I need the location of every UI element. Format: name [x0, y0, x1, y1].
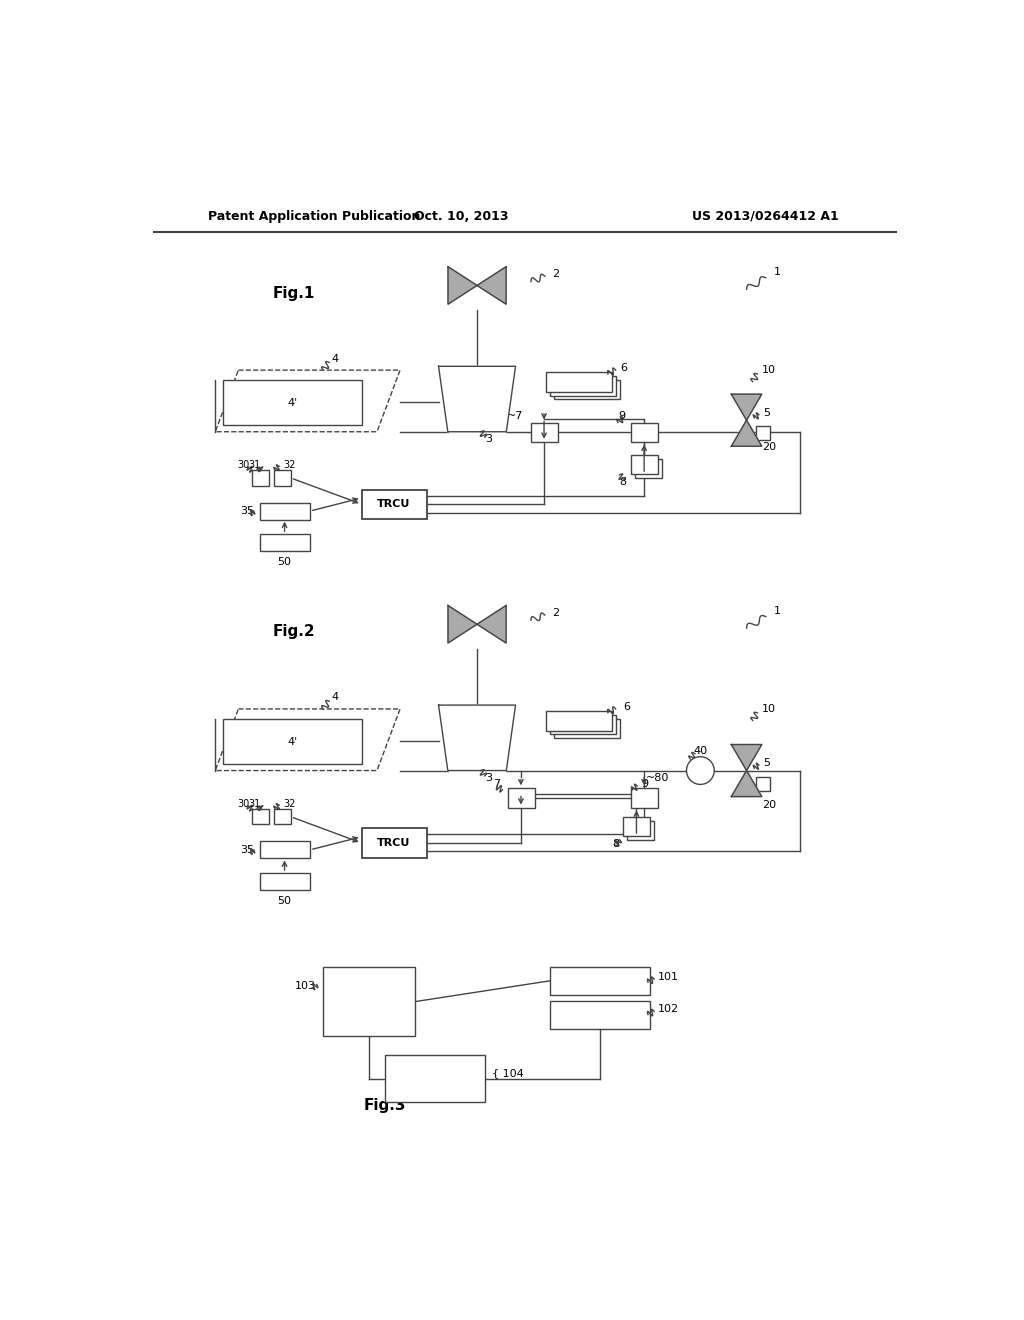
Text: 32: 32	[283, 799, 295, 809]
Bar	[631, 422, 658, 442]
Bar	[624, 817, 650, 836]
Polygon shape	[438, 705, 515, 771]
Text: 7: 7	[493, 779, 500, 789]
Text: TRCU: TRCU	[377, 499, 411, 510]
Text: 31: 31	[249, 799, 261, 809]
Polygon shape	[731, 420, 762, 446]
Polygon shape	[438, 367, 515, 432]
Bar	[550, 966, 650, 995]
Bar	[531, 422, 558, 442]
Bar	[635, 459, 662, 478]
Text: 2: 2	[553, 607, 560, 618]
Text: 3: 3	[485, 434, 493, 445]
Text: 5: 5	[764, 408, 770, 417]
Bar	[223, 380, 361, 425]
Text: 1: 1	[774, 268, 781, 277]
Bar	[554, 719, 620, 738]
Text: 6: 6	[624, 702, 631, 711]
Text: 5: 5	[764, 758, 770, 768]
Bar	[631, 455, 658, 474]
Text: Fig.3: Fig.3	[364, 1098, 406, 1113]
Polygon shape	[477, 267, 506, 304]
Bar	[223, 719, 361, 763]
Polygon shape	[731, 395, 762, 420]
Polygon shape	[449, 606, 477, 643]
Text: 35: 35	[240, 506, 254, 516]
Text: TRCU: TRCU	[377, 838, 411, 847]
Text: 10: 10	[762, 366, 776, 375]
Bar	[547, 372, 611, 392]
Text: 2: 2	[553, 269, 560, 279]
Text: 103: 103	[294, 981, 315, 991]
Bar	[756, 776, 770, 791]
Bar	[361, 829, 427, 858]
Circle shape	[686, 756, 714, 784]
Text: 50: 50	[278, 896, 292, 906]
Text: 1: 1	[774, 606, 781, 616]
Text: 40: 40	[693, 746, 708, 756]
Text: 4': 4'	[287, 399, 297, 408]
Text: 30: 30	[238, 459, 250, 470]
Bar	[385, 1056, 484, 1102]
Bar	[631, 788, 658, 808]
Polygon shape	[731, 771, 762, 796]
Text: 10: 10	[762, 704, 776, 714]
Text: US 2013/0264412 A1: US 2013/0264412 A1	[692, 210, 839, 223]
Bar	[550, 376, 615, 396]
Text: 32: 32	[283, 459, 295, 470]
Bar	[252, 470, 269, 486]
Text: { 104: { 104	[493, 1068, 524, 1078]
Text: 30: 30	[238, 799, 250, 809]
Text: 8: 8	[612, 838, 620, 849]
Bar	[550, 715, 615, 734]
Text: Oct. 10, 2013: Oct. 10, 2013	[415, 210, 509, 223]
Text: 35: 35	[240, 845, 254, 855]
Bar	[252, 809, 269, 825]
Bar	[547, 711, 611, 730]
Text: 20: 20	[762, 442, 776, 453]
Text: 4: 4	[331, 693, 338, 702]
Text: Fig.2: Fig.2	[273, 624, 315, 639]
Text: 102: 102	[658, 1005, 679, 1014]
Text: 6: 6	[620, 363, 627, 372]
Bar	[273, 809, 291, 825]
Bar	[550, 1001, 650, 1028]
Text: 4': 4'	[287, 737, 297, 747]
Text: ~80: ~80	[646, 774, 670, 783]
Bar	[756, 426, 770, 441]
Text: 31: 31	[249, 459, 261, 470]
Text: 4: 4	[331, 354, 338, 363]
Text: 101: 101	[658, 972, 679, 982]
Polygon shape	[731, 744, 762, 771]
Bar	[260, 841, 310, 858]
Bar	[628, 821, 654, 840]
Text: 9: 9	[618, 411, 626, 421]
Text: 9: 9	[641, 779, 648, 788]
Bar	[508, 788, 535, 808]
Text: 20: 20	[762, 800, 776, 810]
Text: ~7: ~7	[507, 411, 523, 421]
Bar	[323, 966, 416, 1036]
Text: Fig.1: Fig.1	[273, 285, 315, 301]
Polygon shape	[449, 267, 477, 304]
Polygon shape	[477, 606, 506, 643]
Text: 3: 3	[485, 774, 493, 783]
Bar	[260, 503, 310, 520]
Bar	[260, 535, 310, 552]
Text: 50: 50	[278, 557, 292, 566]
Text: 8: 8	[620, 477, 627, 487]
Bar	[554, 380, 620, 400]
Bar	[260, 873, 310, 890]
Bar	[361, 490, 427, 519]
Bar	[273, 470, 291, 486]
Text: Patent Application Publication: Patent Application Publication	[208, 210, 420, 223]
